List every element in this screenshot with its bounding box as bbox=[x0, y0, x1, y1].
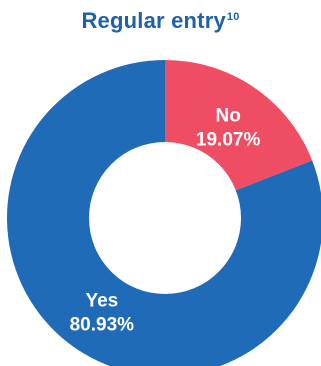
slice-label-no-category: No bbox=[215, 106, 240, 127]
chart-title: Regular entry10 bbox=[0, 8, 321, 34]
slice-label-yes-category: Yes bbox=[85, 290, 118, 311]
donut-hole bbox=[89, 142, 241, 294]
slice-label-yes-value: 80.93% bbox=[70, 314, 135, 335]
slice-label-no-value: 19.07% bbox=[196, 130, 261, 151]
chart-title-text: Regular entry bbox=[81, 8, 226, 33]
chart-title-footnote: 10 bbox=[226, 10, 240, 23]
slice-labels: No 19.07% Yes 80.93% bbox=[70, 106, 261, 336]
